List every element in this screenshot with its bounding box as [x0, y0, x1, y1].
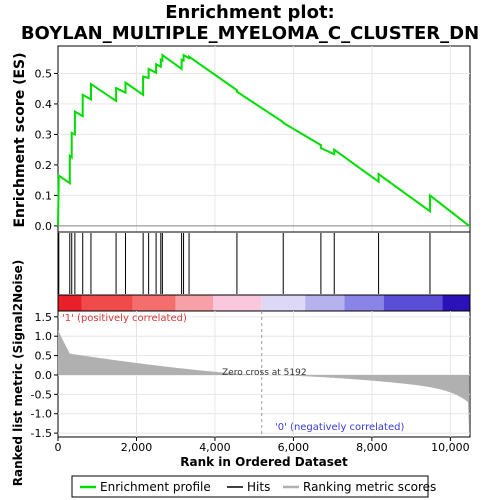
x-tick-label: 10,000 [431, 441, 470, 454]
x-axis-label: Rank in Ordered Dataset [180, 455, 348, 469]
es-panel-frame [57, 45, 471, 233]
heat-segment [305, 295, 345, 311]
heat-segment [81, 295, 133, 311]
chart-title-line2: BOYLAN_MULTIPLE_MYELOMA_C_CLUSTER_DN [21, 23, 479, 44]
metric-tick-label: -1.5 [31, 427, 52, 440]
legend-enrichment-text: Enrichment profile [100, 480, 211, 494]
x-tick-label: 4,000 [199, 441, 231, 454]
enrichment-profile-line [57, 53, 470, 227]
heat-segment [344, 295, 384, 311]
hits-panel-frame [57, 231, 471, 296]
hits-markers [58, 233, 431, 294]
positive-correlation-label: '1' (positively correlated) [62, 313, 187, 324]
es-grid [58, 46, 470, 232]
legend-box [71, 475, 429, 498]
es-tick-label: 0.2 [35, 159, 53, 172]
x-tick-label: 0 [55, 441, 62, 454]
zero-cross-label: Zero cross at 5192 [222, 368, 307, 378]
es-tick-label: 0.4 [35, 98, 53, 111]
es-tick-label: 0.5 [35, 67, 53, 80]
ranked-heat-bar [58, 295, 470, 311]
x-tick-label: 2,000 [121, 441, 153, 454]
heat-segment [442, 295, 470, 311]
negative-correlation-label: '0' (negatively correlated) [275, 422, 404, 433]
es-y-ticks: 0.0 0.1 0.2 0.3 0.4 0.5 [35, 67, 58, 233]
metric-tick-label: -0.5 [31, 388, 52, 401]
x-axis-ticks: 0 2,000 4,000 6,000 8,000 10,000 [55, 437, 470, 454]
ranking-metric-area [58, 330, 470, 430]
heat-segment [132, 295, 176, 311]
metric-tick-label: -1.0 [31, 408, 52, 421]
es-tick-label: 0.3 [35, 128, 53, 141]
es-tick-label: 0.1 [35, 189, 53, 202]
metric-y-axis-label: Ranked list metric (Signal2Noise) [11, 260, 25, 487]
heat-segment [175, 295, 213, 311]
metric-y-ticks: -1.5 -1.0 -0.5 0.0 0.5 1.0 1.5 [31, 311, 58, 440]
metric-grid [58, 311, 470, 437]
legend-metric-text: Ranking metric scores [303, 480, 436, 494]
heat-segment [212, 295, 262, 311]
metric-tick-label: 1.5 [35, 311, 53, 324]
x-tick-label: 8,000 [356, 441, 388, 454]
heat-segment [58, 295, 82, 311]
metric-tick-label: 0.5 [35, 350, 53, 363]
heat-segment [261, 295, 306, 311]
heat-segment [383, 295, 443, 311]
legend-hits-text: Hits [247, 480, 270, 494]
chart-title-line1: Enrichment plot: [165, 2, 335, 23]
es-y-axis-label: Enrichment score (ES) [12, 52, 28, 227]
metric-tick-label: 1.0 [35, 330, 53, 343]
es-tick-label: 0.0 [35, 220, 53, 233]
x-tick-label: 6,000 [278, 441, 310, 454]
metric-tick-label: 0.0 [35, 369, 53, 382]
